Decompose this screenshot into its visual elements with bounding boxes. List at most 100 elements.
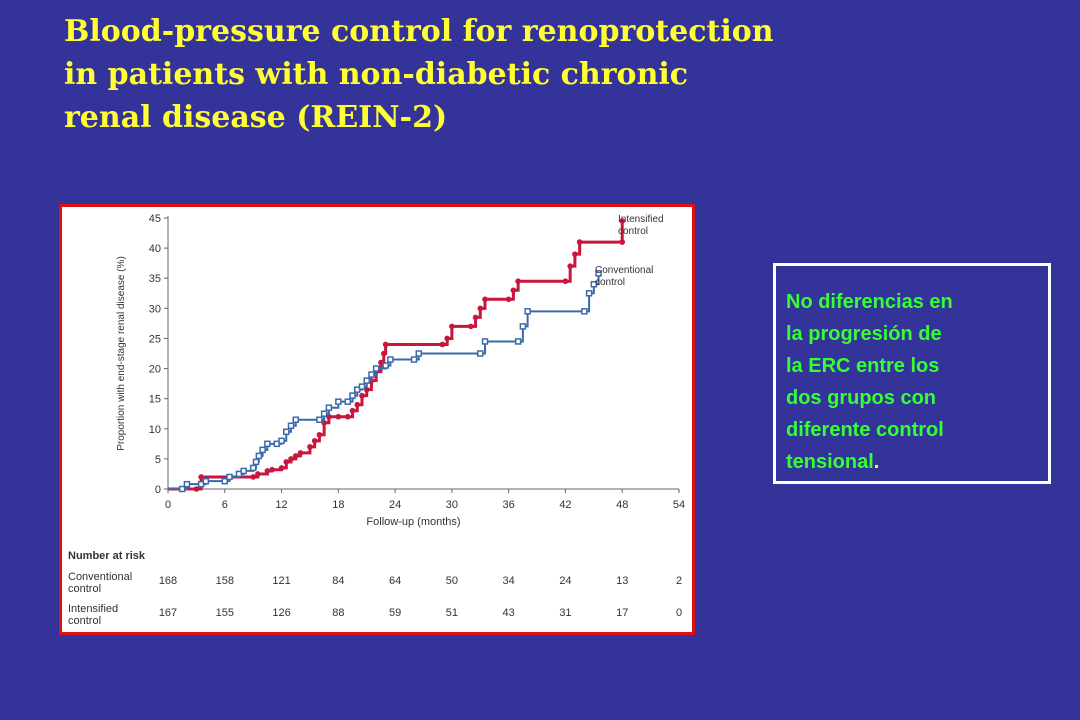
conventional-point: [259, 446, 266, 454]
intensified-point: [363, 386, 370, 393]
conventional-series-label: Conventional: [595, 265, 653, 276]
intensified-point: [380, 350, 387, 357]
x-tick-label: 30: [446, 499, 458, 511]
intensified-point: [468, 323, 474, 330]
conventional-point: [358, 383, 366, 390]
risk-row-label-line: control: [68, 615, 102, 627]
risk-cell: 88: [332, 607, 345, 619]
risk-cell: 168: [158, 575, 178, 587]
x-tick-label: 0: [165, 499, 171, 511]
risk-cell: 126: [272, 607, 291, 619]
intensified-point: [354, 401, 361, 408]
note-line-1: No diferencias en: [786, 291, 953, 313]
conclusion-note-text: No diferencias en la progresión de la ER…: [786, 286, 1038, 478]
intensified-point: [515, 278, 521, 285]
risk-cell: 59: [388, 607, 402, 619]
x-tick-label: 24: [389, 499, 401, 511]
conventional-point: [283, 428, 290, 436]
intensified-point: [378, 359, 384, 366]
y-tick-label: 25: [149, 333, 161, 345]
conventional-point: [178, 485, 186, 493]
intensified-point: [505, 296, 512, 303]
y-tick-label: 15: [149, 394, 161, 406]
y-tick-label: 40: [149, 243, 161, 255]
x-tick-label: 6: [222, 499, 228, 511]
number-at-risk-table: Number at risk Conventional control 168 158…: [68, 546, 692, 632]
intensified-point: [344, 413, 351, 420]
risk-cell: 155: [215, 607, 234, 619]
y-tick-label: 0: [155, 484, 161, 496]
note-line-6: tensional.: [786, 446, 1038, 478]
risk-cell: 84: [332, 575, 345, 587]
kaplan-meier-chart: 0 5 10 15 20 25 30 35 40 45 0 6 12 18 24 30 36 42 48 54 Foll…: [116, 213, 685, 528]
risk-cell: 31: [559, 607, 572, 619]
conventional-point: [477, 350, 484, 357]
intensified-point: [321, 419, 327, 426]
number-at-risk-title: Number at risk: [68, 550, 146, 562]
conventional-point: [278, 437, 285, 445]
intensified-series-label: control: [618, 226, 648, 237]
intensified-point: [316, 432, 323, 438]
intensified-point: [576, 239, 583, 245]
conventional-point: [372, 365, 380, 372]
conventional-point: [255, 452, 263, 460]
risk-row-label-line: Conventional: [68, 571, 133, 583]
risk-cell: 2: [675, 575, 683, 587]
intensified-point: [269, 466, 275, 473]
intensified-series-label: Intensified: [618, 214, 664, 225]
intensified-point: [292, 453, 299, 459]
conventional-point: [410, 356, 418, 363]
intensified-point: [439, 341, 446, 348]
intensified-point: [297, 450, 304, 456]
risk-row-label-line: Intensified: [68, 603, 119, 615]
conventional-point: [316, 416, 323, 423]
risk-row-label-line: control: [68, 583, 102, 595]
y-tick-label: 30: [149, 303, 161, 315]
conventional-point: [344, 398, 352, 405]
x-tick-label: 48: [616, 499, 628, 511]
risk-cell: 158: [215, 575, 234, 587]
conventional-point: [183, 480, 191, 488]
risk-cell: 50: [445, 575, 458, 587]
risk-cell: 121: [272, 575, 291, 587]
risk-cell: 24: [559, 575, 572, 587]
note-line-2: la progresión de: [786, 323, 942, 345]
intensified-point: [359, 392, 365, 399]
intensified-point: [288, 456, 294, 462]
conventional-point: [519, 323, 527, 330]
risk-row-label: Intensified control: [68, 603, 148, 627]
y-tick-label: 5: [155, 454, 161, 466]
conventional-point: [349, 392, 356, 399]
intensified-point: [255, 471, 261, 477]
conventional-point: [202, 477, 210, 485]
conventional-series-label: control: [595, 277, 625, 288]
intensified-point: [311, 438, 318, 444]
conventional-point: [335, 398, 342, 405]
risk-cell: 51: [445, 607, 458, 619]
conventional-point: [524, 308, 531, 315]
x-tick-label: 12: [275, 499, 287, 511]
intensified-point: [349, 407, 356, 414]
slide-title: Blood-pressure control for renoprotectio…: [64, 10, 944, 139]
intensified-point: [619, 218, 626, 224]
conventional-point: [387, 356, 394, 363]
conventional-point: [415, 350, 423, 357]
note-line-5: diferente control: [786, 419, 944, 441]
title-line-1: Blood-pressure control for renoprotectio…: [64, 14, 774, 49]
conclusion-note-box: No diferencias en la progresión de la ER…: [773, 263, 1051, 484]
risk-cell: 34: [502, 575, 515, 587]
intensified-point: [307, 444, 313, 450]
conventional-point: [581, 308, 588, 315]
risk-cell: 13: [616, 575, 629, 587]
note-trailing-period: .: [873, 451, 880, 473]
y-tick-label: 45: [149, 213, 161, 225]
kaplan-meier-figure: 0 5 10 15 20 25 30 35 40 45 0 6 12 18 24 30 36 42 48 54 Foll…: [59, 204, 695, 635]
conventional-point: [595, 270, 602, 277]
intensified-point: [250, 474, 256, 480]
risk-cell: 167: [158, 607, 178, 619]
intensified-point: [283, 459, 290, 465]
risk-cell: 64: [388, 575, 402, 587]
note-line-4: dos grupos con: [786, 387, 936, 409]
conventional-point: [226, 473, 233, 481]
intensified-point: [382, 341, 389, 348]
